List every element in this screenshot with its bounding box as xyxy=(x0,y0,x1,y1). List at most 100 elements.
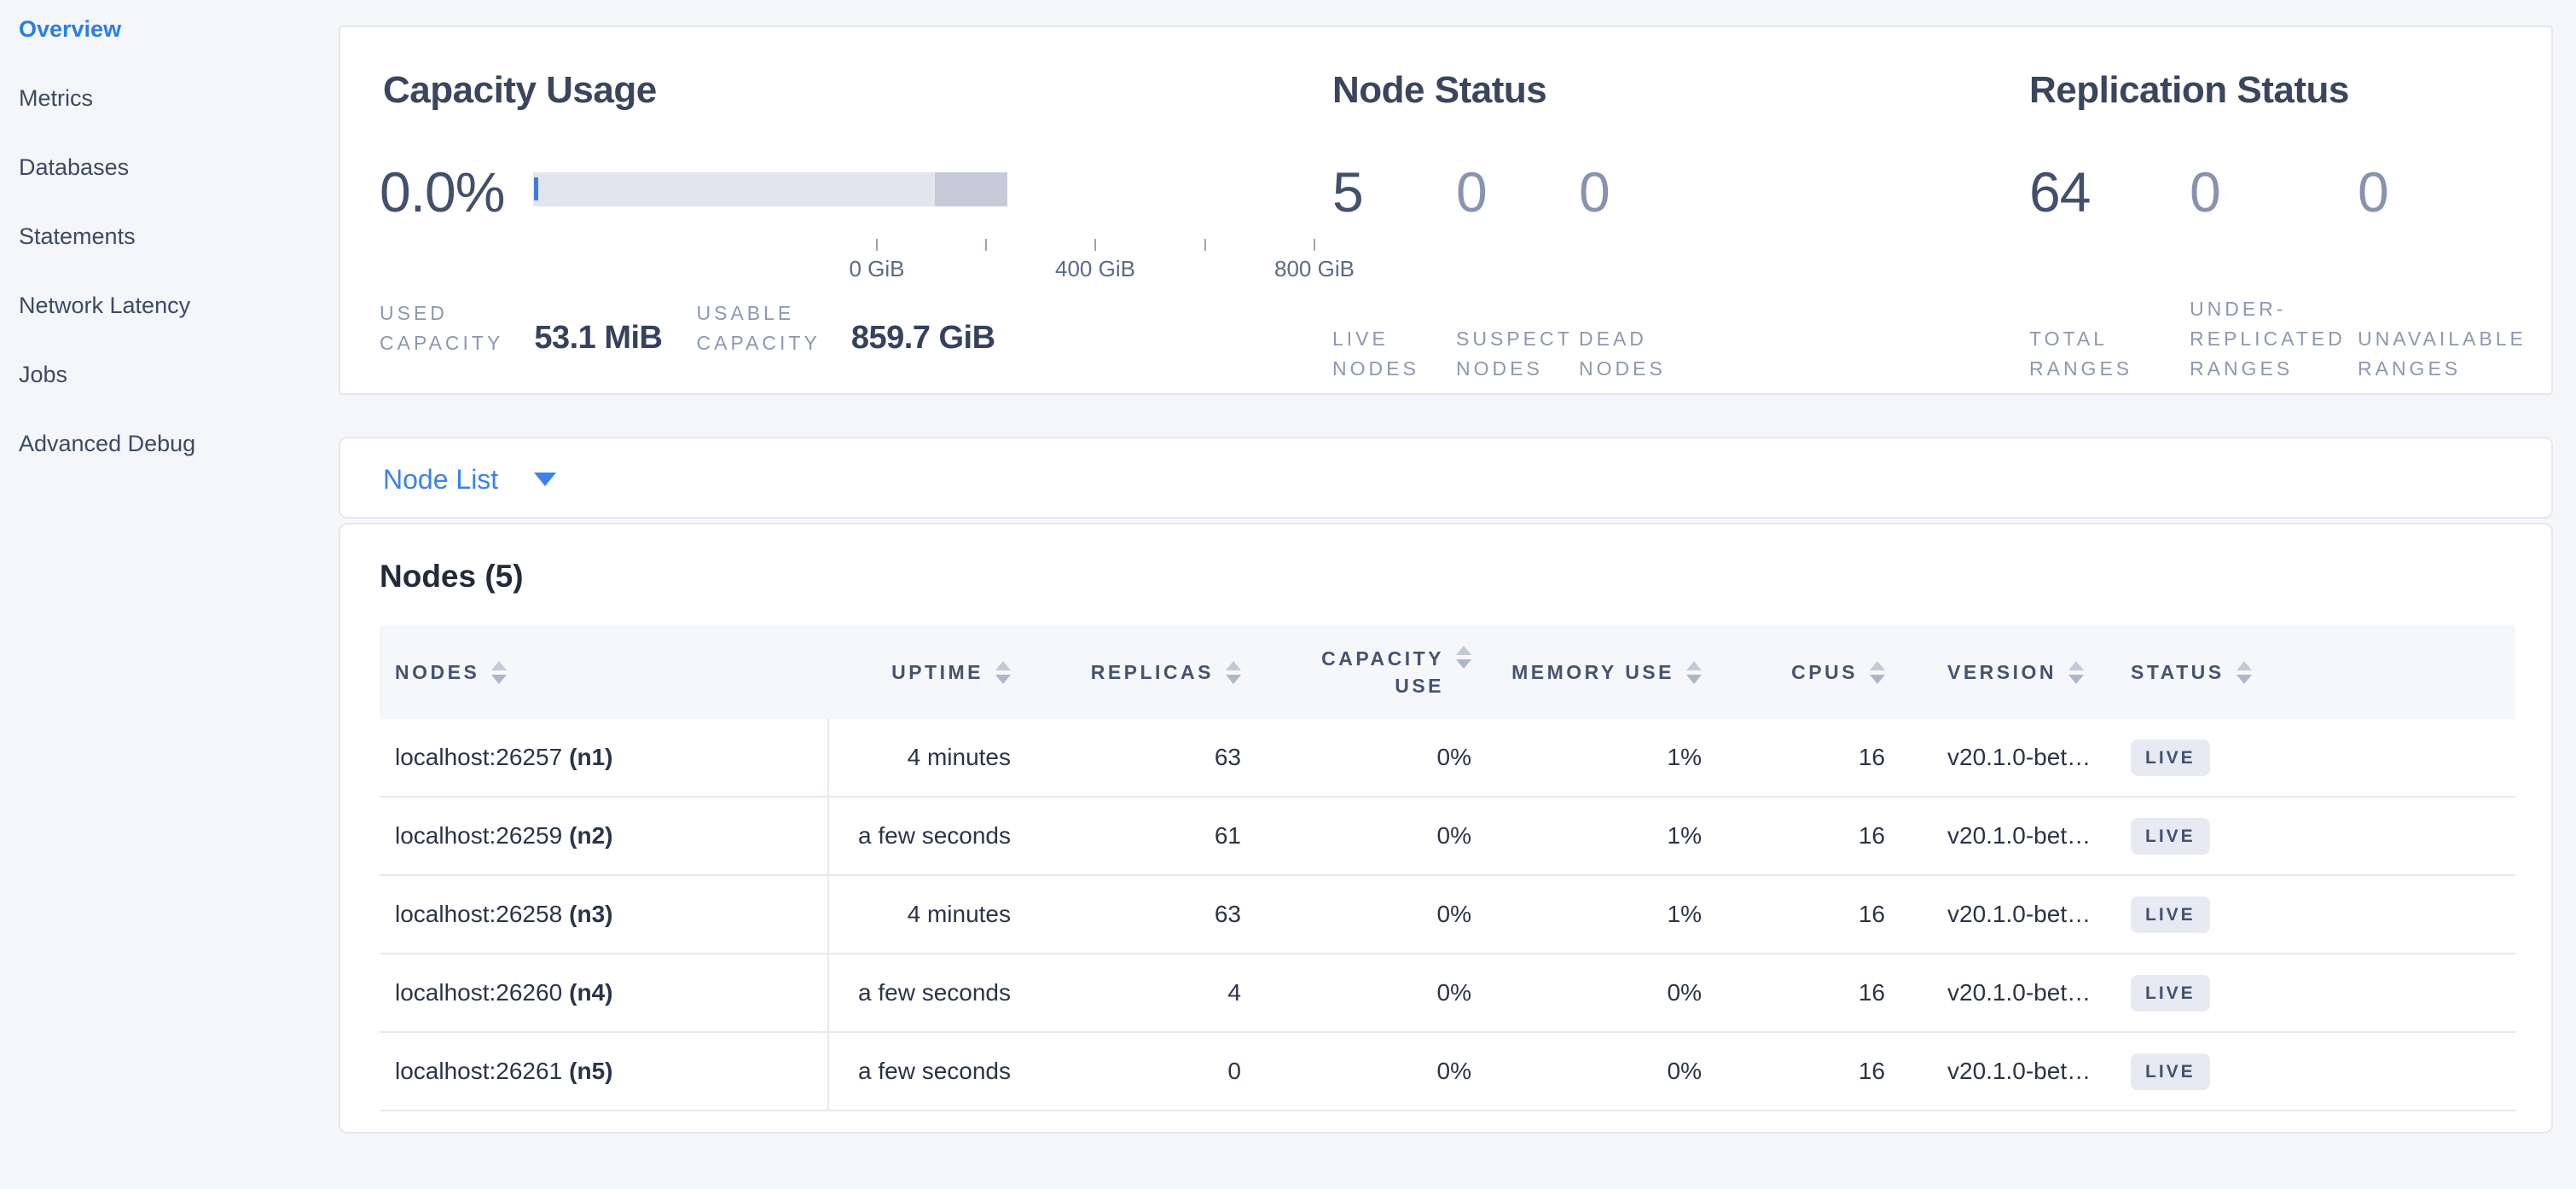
node-link[interactable]: localhost:26261 (n5) xyxy=(380,1033,829,1110)
capacity-gauge xyxy=(533,172,1007,206)
version-cell: v20.1.0-bet… xyxy=(1947,744,2092,770)
node-link[interactable]: localhost:26260 (n4) xyxy=(380,954,829,1031)
unavailable-ranges-count: 0 xyxy=(2358,160,2389,223)
status-badge: LIVE xyxy=(2131,896,2210,933)
version-cell: v20.1.0-bet… xyxy=(1947,901,2092,927)
column-header-version[interactable]: VERSION xyxy=(1904,625,2105,719)
sort-icon xyxy=(1226,660,1241,684)
sidebar-item-network-latency[interactable]: Network Latency xyxy=(19,293,191,318)
node-link[interactable]: localhost:26257 (n1) xyxy=(380,719,829,796)
version-cell: v20.1.0-bet… xyxy=(1947,822,2092,849)
capacity-use-cell: 0% xyxy=(1436,744,1471,770)
cpus-cell: 16 xyxy=(1858,822,1885,849)
capacity-stats: USED CAPACITY 53.1 MiB USABLE CAPACITY 8… xyxy=(380,299,995,358)
column-header-replicas[interactable]: REPLICAS xyxy=(1030,625,1260,719)
memory-use-cell: 1% xyxy=(1667,744,1702,770)
uptime-cell: a few seconds xyxy=(858,979,1011,1006)
gauge-tick-label: 400 GiB xyxy=(1055,256,1135,281)
gauge-tick xyxy=(1094,239,1096,251)
capacity-use-cell: 0% xyxy=(1436,822,1471,849)
cpus-cell: 16 xyxy=(1858,901,1885,927)
capacity-usage-title: Capacity Usage xyxy=(383,69,657,111)
node-status-title: Node Status xyxy=(1332,69,1547,111)
nodes-table-card: Nodes (5) NODES UPTIME REPLICAS CAPACI xyxy=(339,523,2553,1134)
uptime-cell: a few seconds xyxy=(858,1058,1011,1084)
column-header-nodes[interactable]: NODES xyxy=(380,625,829,719)
column-header-status[interactable]: STATUS xyxy=(2105,625,2515,719)
table-row[interactable]: localhost:26261 (n5) a few seconds 0 0% 0… xyxy=(380,1033,2515,1111)
sidebar-item-databases[interactable]: Databases xyxy=(19,154,130,180)
used-capacity-value: 53.1 MiB xyxy=(534,320,663,356)
capacity-use-cell: 0% xyxy=(1436,979,1471,1006)
nodes-table: NODES UPTIME REPLICAS CAPACITY USE xyxy=(380,625,2515,1111)
status-badge: LIVE xyxy=(2131,1053,2210,1090)
sort-icon xyxy=(995,660,1011,684)
sidebar-item-statements[interactable]: Statements xyxy=(19,223,136,249)
capacity-used-percent: 0.0% xyxy=(380,160,505,223)
status-badge: LIVE xyxy=(2131,974,2210,1012)
column-header-uptime[interactable]: UPTIME xyxy=(829,625,1030,719)
table-row[interactable]: localhost:26259 (n2) a few seconds 61 0% … xyxy=(380,798,2515,876)
capacity-use-cell: 0% xyxy=(1436,901,1471,927)
table-row[interactable]: localhost:26258 (n3) 4 minutes 63 0% 1% 1… xyxy=(380,876,2515,954)
sort-icon xyxy=(2236,660,2252,684)
status-cell: LIVE xyxy=(2105,876,2515,953)
table-row[interactable]: localhost:26260 (n4) a few seconds 4 0% 0… xyxy=(380,954,2515,1033)
dead-nodes-label: DEAD NODES xyxy=(1579,328,1666,380)
uptime-cell: 4 minutes xyxy=(907,744,1011,770)
used-capacity-label: USED CAPACITY xyxy=(380,302,504,354)
memory-use-cell: 0% xyxy=(1667,1058,1702,1084)
status-badge: LIVE xyxy=(2131,817,2210,855)
gauge-tick xyxy=(1204,239,1206,251)
node-link[interactable]: localhost:26258 (n3) xyxy=(380,876,829,953)
version-cell: v20.1.0-bet… xyxy=(1947,1058,2092,1084)
capacity-gauge-used-marker xyxy=(534,177,538,200)
capacity-use-cell: 0% xyxy=(1436,1058,1471,1084)
column-header-cpus[interactable]: CPUS xyxy=(1720,625,1904,719)
suspect-nodes-label: SUSPECT NODES xyxy=(1456,328,1573,380)
sidebar-item-metrics[interactable]: Metrics xyxy=(19,85,93,111)
usable-capacity-label: USABLE CAPACITY xyxy=(696,302,821,354)
replicas-cell: 4 xyxy=(1227,979,1241,1006)
sidebar-item-overview[interactable]: Overview xyxy=(19,16,122,42)
node-list-bar: Node List xyxy=(339,437,2553,519)
gauge-tick-label: 0 GiB xyxy=(849,256,905,281)
gauge-tick-label: 800 GiB xyxy=(1274,256,1355,281)
status-badge: LIVE xyxy=(2131,739,2210,776)
column-header-memory-use[interactable]: MEMORY USE xyxy=(1490,625,1720,719)
table-row[interactable]: localhost:26257 (n1) 4 minutes 63 0% 1% 1… xyxy=(380,719,2515,798)
status-cell: LIVE xyxy=(2105,954,2515,1031)
sidebar-item-jobs[interactable]: Jobs xyxy=(19,362,68,387)
node-link[interactable]: localhost:26259 (n2) xyxy=(380,798,829,874)
gauge-tick xyxy=(1314,239,1315,251)
memory-use-cell: 1% xyxy=(1667,822,1702,849)
live-nodes-label: LIVE NODES xyxy=(1332,328,1419,380)
replicas-cell: 63 xyxy=(1214,744,1241,770)
column-header-capacity-use[interactable]: CAPACITY USE xyxy=(1260,625,1490,719)
sort-icon xyxy=(1686,660,1702,684)
replicas-cell: 61 xyxy=(1214,822,1241,849)
chevron-down-icon xyxy=(534,473,557,486)
sidebar-item-advanced-debug[interactable]: Advanced Debug xyxy=(19,431,196,456)
uptime-cell: a few seconds xyxy=(858,822,1011,849)
nodes-table-header: NODES UPTIME REPLICAS CAPACITY USE xyxy=(380,625,2515,719)
total-ranges-label: TOTAL RANGES xyxy=(2029,328,2133,380)
sort-icon xyxy=(1870,660,1885,684)
status-cell: LIVE xyxy=(2105,719,2515,796)
sort-icon xyxy=(2068,660,2085,684)
live-nodes-count: 5 xyxy=(1332,160,1364,223)
uptime-cell: 4 minutes xyxy=(907,901,1011,927)
node-list-dropdown[interactable]: Node List xyxy=(383,438,557,520)
replication-status-title: Replication Status xyxy=(2029,69,2349,111)
sort-icon xyxy=(1456,646,1471,669)
dead-nodes-count: 0 xyxy=(1579,160,1610,223)
cpus-cell: 16 xyxy=(1858,979,1885,1006)
cluster-summary-card: Capacity Usage 0.0% 0 GiB 400 GiB 800 Gi… xyxy=(339,26,2553,395)
version-cell: v20.1.0-bet… xyxy=(1947,979,2092,1006)
under-replicated-ranges-count: 0 xyxy=(2190,160,2221,223)
memory-use-cell: 0% xyxy=(1667,979,1702,1006)
gauge-tick xyxy=(876,239,878,251)
node-list-dropdown-label: Node List xyxy=(383,463,499,495)
suspect-nodes-count: 0 xyxy=(1456,160,1488,223)
